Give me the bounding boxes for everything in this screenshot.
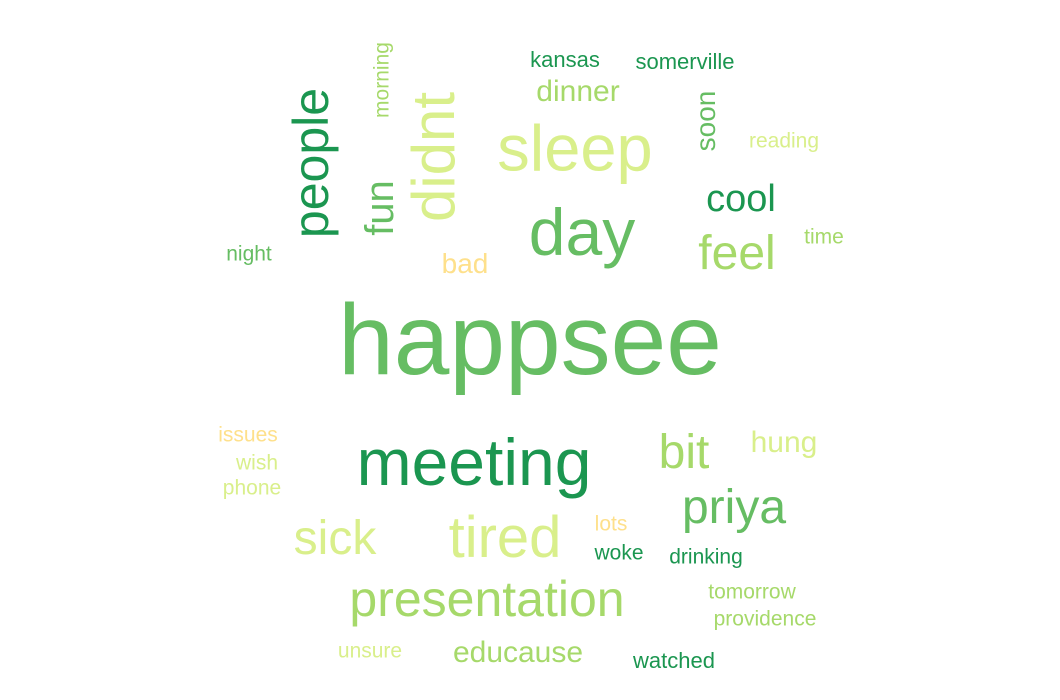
word-somerville: somerville (635, 49, 735, 74)
word-happsee: happsee (338, 284, 722, 396)
word-time: time (804, 225, 844, 249)
word-lots: lots (594, 512, 628, 536)
word-watched: watched (633, 648, 715, 673)
word-didnt: didnt (400, 91, 467, 223)
word-cool: cool (706, 178, 776, 220)
word-night: night (226, 242, 272, 266)
word-dinner: dinner (536, 75, 620, 108)
word-feel: feel (698, 227, 776, 280)
word-fun: fun (358, 180, 402, 236)
word-sick: sick (293, 512, 377, 565)
word-educause: educause (452, 636, 584, 669)
word-kansas: kansas (530, 47, 600, 72)
word-meeting: meeting (356, 425, 592, 499)
word-tired: tired (448, 505, 562, 570)
word-priya: priya (681, 481, 787, 534)
word-bit: bit (658, 426, 710, 479)
word-tomorrow: tomorrow (708, 580, 796, 604)
word-phone: phone (222, 476, 282, 500)
word-unsure: unsure (337, 639, 403, 663)
word-wish: wish (235, 451, 279, 475)
word-presentation: presentation (349, 571, 625, 627)
word-issues: issues (218, 423, 278, 447)
word-bad: bad (441, 248, 489, 279)
word-woke: woke (594, 541, 644, 565)
word-sleep: sleep (497, 111, 653, 185)
word-drinking: drinking (669, 545, 743, 569)
word-soon: soon (690, 90, 721, 152)
word-hung: hung (750, 426, 818, 459)
word-day: day (528, 195, 636, 269)
word-people: people (283, 87, 339, 239)
word-reading: reading (748, 129, 820, 153)
word-providence: providence (713, 607, 817, 631)
word-morning: morning (370, 42, 394, 118)
